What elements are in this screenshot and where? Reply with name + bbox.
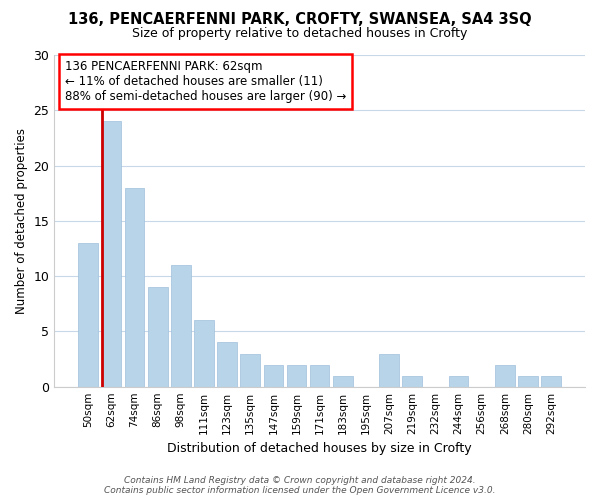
Bar (403, 376, 422, 386)
Bar (379, 354, 399, 386)
Bar (518, 376, 538, 386)
Text: Size of property relative to detached houses in Crofty: Size of property relative to detached ho… (133, 28, 467, 40)
Text: 136, PENCAERFENNI PARK, CROFTY, SWANSEA, SA4 3SQ: 136, PENCAERFENNI PARK, CROFTY, SWANSEA,… (68, 12, 532, 28)
Bar (125, 188, 145, 386)
Text: Contains HM Land Registry data © Crown copyright and database right 2024.
Contai: Contains HM Land Registry data © Crown c… (104, 476, 496, 495)
Bar (194, 320, 214, 386)
Bar (241, 354, 260, 386)
Bar (263, 364, 283, 386)
X-axis label: Distribution of detached houses by size in Crofty: Distribution of detached houses by size … (167, 442, 472, 455)
Y-axis label: Number of detached properties: Number of detached properties (15, 128, 28, 314)
Bar (541, 376, 561, 386)
Bar (495, 364, 515, 386)
Text: 136 PENCAERFENNI PARK: 62sqm
← 11% of detached houses are smaller (11)
88% of se: 136 PENCAERFENNI PARK: 62sqm ← 11% of de… (65, 60, 346, 103)
Bar (449, 376, 469, 386)
Bar (310, 364, 329, 386)
Bar (148, 287, 167, 386)
Bar (217, 342, 237, 386)
Bar (333, 376, 353, 386)
Bar (171, 265, 191, 386)
Bar (287, 364, 307, 386)
Bar (79, 243, 98, 386)
Bar (101, 122, 121, 386)
